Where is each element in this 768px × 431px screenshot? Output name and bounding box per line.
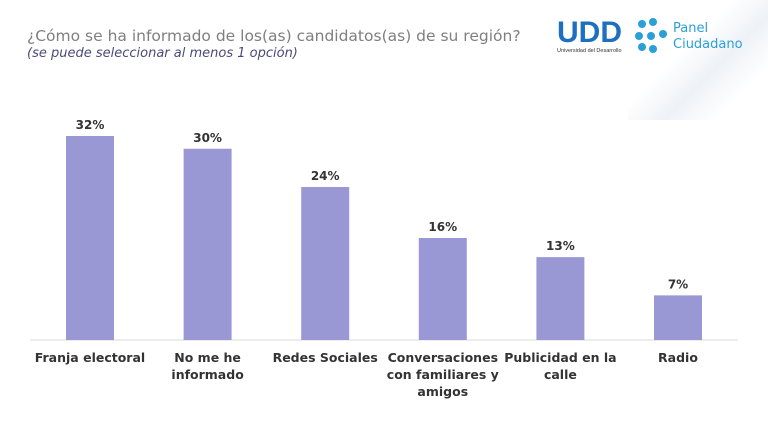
category-label: No me he <box>174 350 241 365</box>
category-label: amigos <box>417 384 468 399</box>
bar <box>183 148 232 340</box>
svg-text:Panel: Panel <box>673 21 708 36</box>
category-label: Publicidad en la <box>504 350 616 365</box>
bar <box>654 295 702 340</box>
category-label: con familiares y <box>387 367 499 382</box>
bar <box>418 238 467 340</box>
data-label: 32% <box>76 118 105 132</box>
logos: UDD Universidad del Desarrollo Panel Ciu… <box>557 16 743 54</box>
svg-text:Universidad del Desarrollo: Universidad del Desarrollo <box>557 48 622 54</box>
data-label: 30% <box>193 131 222 145</box>
data-label: 13% <box>546 239 575 253</box>
data-label: 24% <box>311 169 340 183</box>
svg-text:Ciudadano: Ciudadano <box>673 37 743 52</box>
bar <box>66 136 114 340</box>
bar <box>301 187 350 340</box>
data-label: 16% <box>428 220 457 234</box>
category-label: Conversaciones <box>388 350 498 365</box>
page-subtitle: (se puede seleccionar al menos 1 opción) <box>27 46 298 61</box>
bar <box>536 257 585 340</box>
category-label: Radio <box>658 350 698 365</box>
category-label: informado <box>171 367 244 382</box>
panel-dots-icon <box>635 18 667 53</box>
page-title: ¿Cómo se ha informado de los(as) candida… <box>27 27 521 45</box>
category-label: calle <box>544 367 577 382</box>
category-label: Redes Sociales <box>273 350 378 365</box>
data-label: 7% <box>668 277 688 291</box>
category-label: Franja electoral <box>35 350 145 365</box>
udd-logo: UDD <box>557 16 622 49</box>
